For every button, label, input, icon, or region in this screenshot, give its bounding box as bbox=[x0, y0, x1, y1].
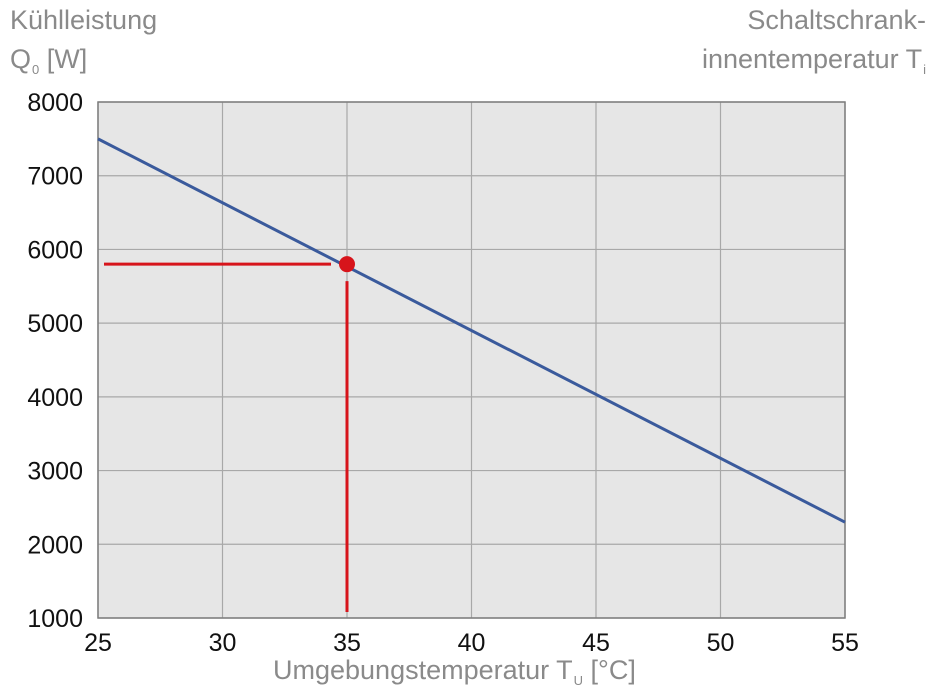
x-axis-title-unit: [°C] bbox=[583, 655, 636, 685]
y-axis-symbol-subscript: 0 bbox=[32, 62, 40, 77]
x-axis-title: Umgebungstemperatur TU [°C] bbox=[273, 655, 636, 688]
curve-title-line2: innentemperatur Ti bbox=[701, 44, 926, 77]
curve-title-subscript: i bbox=[923, 62, 926, 77]
x-tick-label: 55 bbox=[831, 629, 859, 657]
x-axis-title-text: Umgebungstemperatur T bbox=[273, 655, 573, 685]
curve-title: Schaltschrank- innentemperatur Ti bbox=[701, 5, 926, 77]
y-tick-label: 6000 bbox=[27, 236, 83, 264]
operating-point-marker bbox=[339, 256, 355, 273]
x-tick-label: 50 bbox=[707, 629, 735, 657]
y-tick-label: 2000 bbox=[27, 531, 83, 559]
y-axis-unit: [W] bbox=[39, 44, 88, 74]
y-axis-title-line1: Kühlleistung bbox=[10, 5, 158, 35]
y-tick-label: 5000 bbox=[27, 310, 83, 338]
y-tick-label: 4000 bbox=[27, 384, 83, 412]
curve-title-line1: Schaltschrank- bbox=[747, 5, 926, 35]
x-axis-title-subscript: U bbox=[573, 673, 584, 688]
y-axis-title-line2: Q0 [W] bbox=[10, 44, 157, 77]
x-tick-label: 35 bbox=[333, 629, 361, 657]
x-tick-label: 30 bbox=[209, 629, 237, 657]
x-tick-label: 25 bbox=[84, 629, 112, 657]
y-tick-label: 3000 bbox=[27, 458, 83, 486]
plot-frame bbox=[97, 101, 846, 619]
y-tick-label: 1000 bbox=[27, 605, 83, 633]
y-tick-label: 8000 bbox=[27, 89, 83, 117]
x-tick-label: 40 bbox=[458, 629, 486, 657]
y-tick-label: 7000 bbox=[27, 163, 83, 191]
y-axis-symbol: Q bbox=[10, 44, 32, 74]
y-axis-title: Kühlleistung Q0 [W] bbox=[10, 5, 158, 77]
series-line bbox=[97, 137, 846, 524]
x-tick-label: 45 bbox=[582, 629, 610, 657]
curve-title-text: innentemperatur T bbox=[701, 44, 923, 74]
